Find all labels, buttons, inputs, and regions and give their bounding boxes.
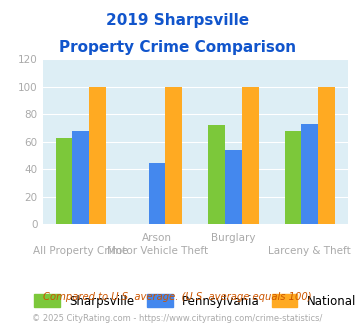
Text: Arson: Arson (142, 233, 172, 243)
Text: Burglary: Burglary (211, 233, 256, 243)
Text: All Property Crime: All Property Crime (33, 246, 128, 256)
Text: Motor Vehicle Theft: Motor Vehicle Theft (106, 246, 208, 256)
Bar (72, 131, 89, 224)
Bar (208, 125, 225, 224)
Bar (89, 87, 106, 224)
Bar (225, 150, 242, 224)
Text: © 2025 CityRating.com - https://www.cityrating.com/crime-statistics/: © 2025 CityRating.com - https://www.city… (32, 314, 323, 323)
Bar (165, 87, 182, 224)
Legend: Sharpsville, Pennsylvania, National: Sharpsville, Pennsylvania, National (29, 290, 355, 313)
Bar (56, 138, 72, 224)
Bar (318, 87, 335, 224)
Text: Larceny & Theft: Larceny & Theft (268, 246, 351, 256)
Bar (285, 131, 301, 224)
Text: 2019 Sharpsville: 2019 Sharpsville (106, 13, 249, 28)
Text: Property Crime Comparison: Property Crime Comparison (59, 40, 296, 54)
Bar (149, 162, 165, 224)
Bar (242, 87, 258, 224)
Bar (301, 124, 318, 224)
Text: Compared to U.S. average. (U.S. average equals 100): Compared to U.S. average. (U.S. average … (43, 292, 312, 302)
